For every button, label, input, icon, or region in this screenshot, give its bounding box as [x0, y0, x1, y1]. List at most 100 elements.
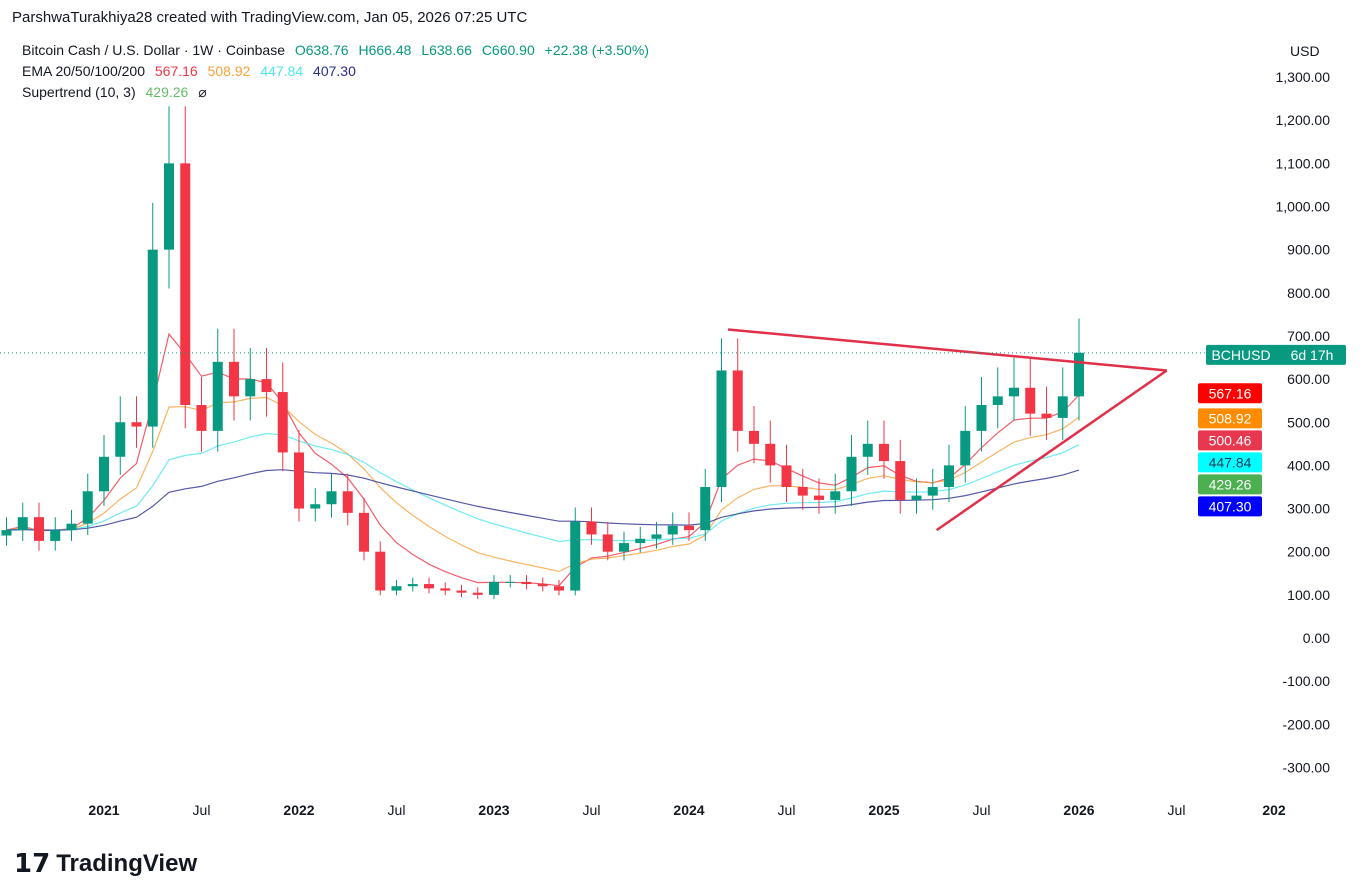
- candle: [196, 377, 207, 452]
- candle-body: [1, 530, 12, 536]
- candle: [1, 517, 12, 546]
- ohlc-close: C660.90: [481, 42, 535, 58]
- candle-body: [570, 521, 581, 591]
- candle-body: [294, 452, 304, 509]
- candle-body: [960, 430, 971, 466]
- candle: [911, 478, 922, 514]
- tv-logo-icon: 𝟭𝟳: [14, 848, 51, 878]
- candle-body: [992, 396, 1003, 405]
- candle: [212, 328, 223, 452]
- countdown-timer: 6d 17h: [1291, 347, 1334, 363]
- candle: [326, 473, 337, 518]
- candle-body: [635, 538, 646, 544]
- y-tick-label: 600.00: [1287, 371, 1330, 387]
- price-tag-bg: [1198, 452, 1262, 473]
- candle-body: [147, 249, 158, 427]
- symbol-tag-text: BCHUSD: [1211, 347, 1270, 363]
- candle-body: [814, 495, 824, 500]
- y-tick-label: 1,100.00: [1276, 155, 1331, 171]
- x-tick-label: Jul: [778, 802, 796, 818]
- candle-body: [781, 465, 792, 487]
- price-tag-text: 407.30: [1209, 498, 1252, 514]
- candle-body: [359, 512, 369, 552]
- candle: [651, 522, 662, 549]
- candle: [765, 420, 776, 483]
- candle-body: [927, 486, 938, 496]
- symbol-legend: Bitcoin Cash / U.S. Dollar · 1W · Coinba…: [22, 42, 655, 58]
- candle-body: [895, 461, 906, 500]
- candle: [521, 575, 532, 590]
- y-tick-label: 1,000.00: [1276, 199, 1331, 215]
- price-label: 447.84: [1198, 452, 1262, 473]
- y-tick-label: -300.00: [1283, 759, 1331, 775]
- price-tag-text: 447.84: [1209, 454, 1252, 470]
- ohlc-change: +22.38 (+3.50%): [544, 42, 649, 58]
- candle: [1074, 318, 1084, 421]
- candle-body: [797, 486, 808, 496]
- eye-off-icon[interactable]: ⌀: [198, 84, 207, 100]
- candle: [554, 580, 564, 596]
- candle: [294, 430, 304, 522]
- credit-line: ParshwaTurakhiya28 created with TradingV…: [12, 9, 528, 26]
- symbol-name: Bitcoin Cash / U.S. Dollar · 1W · Coinba…: [22, 42, 285, 58]
- candle-body: [50, 530, 61, 541]
- candle: [862, 420, 873, 475]
- candle: [716, 338, 727, 503]
- y-tick-label: 500.00: [1287, 414, 1330, 430]
- candle-body: [619, 543, 629, 552]
- price-tag-bg: [1198, 474, 1262, 495]
- candle: [586, 507, 597, 545]
- y-tick-label: 700.00: [1287, 328, 1330, 344]
- candle-body: [326, 491, 337, 505]
- price-tag-bg: [1198, 383, 1262, 404]
- candle: [1041, 386, 1052, 440]
- ema-line: [6, 396, 1080, 573]
- x-tick-label: 202: [1262, 802, 1286, 818]
- candle-body: [66, 523, 77, 531]
- candle: [814, 478, 824, 514]
- candle-body: [862, 443, 873, 457]
- candle: [927, 468, 938, 510]
- price-tag-text: 508.92: [1209, 410, 1252, 426]
- candle-body: [700, 486, 711, 531]
- candle: [115, 396, 126, 475]
- candle-body: [424, 584, 434, 589]
- candle-body: [375, 551, 386, 591]
- candle: [960, 406, 971, 483]
- candle: [635, 526, 646, 553]
- candle: [472, 587, 483, 600]
- price-label: 500.46: [1198, 430, 1262, 451]
- supertrend-value: 429.26: [145, 84, 189, 100]
- candle: [310, 488, 321, 522]
- candle-body: [765, 443, 776, 466]
- candle: [749, 406, 759, 464]
- candle: [229, 328, 239, 421]
- x-tick-label: Jul: [1168, 802, 1186, 818]
- candle-body: [310, 504, 321, 509]
- price-tag-text: 500.46: [1209, 432, 1252, 448]
- candle-body: [554, 586, 564, 591]
- y-tick-label: 300.00: [1287, 501, 1330, 517]
- candle-body: [196, 404, 207, 431]
- supertrend-legend: Supertrend (10, 3) 429.26 ⌀: [22, 84, 213, 101]
- y-tick-label: 0.00: [1303, 630, 1330, 646]
- candle-body: [684, 525, 694, 531]
- candle: [391, 580, 402, 596]
- candle: [619, 531, 629, 561]
- candle: [180, 106, 191, 429]
- y-tick-label: 400.00: [1287, 457, 1330, 473]
- candle: [440, 582, 451, 596]
- ema-label: EMA 20/50/100/200: [22, 63, 145, 79]
- candle-body: [1041, 413, 1052, 418]
- candle: [164, 106, 174, 289]
- candle-body: [440, 588, 451, 591]
- candle-body: [716, 370, 727, 487]
- price-label: 508.92: [1198, 408, 1262, 429]
- candle: [375, 541, 386, 596]
- candle-body: [180, 163, 191, 405]
- candle: [50, 517, 61, 551]
- y-tick-label: -100.00: [1283, 673, 1331, 689]
- candle-body: [115, 422, 126, 457]
